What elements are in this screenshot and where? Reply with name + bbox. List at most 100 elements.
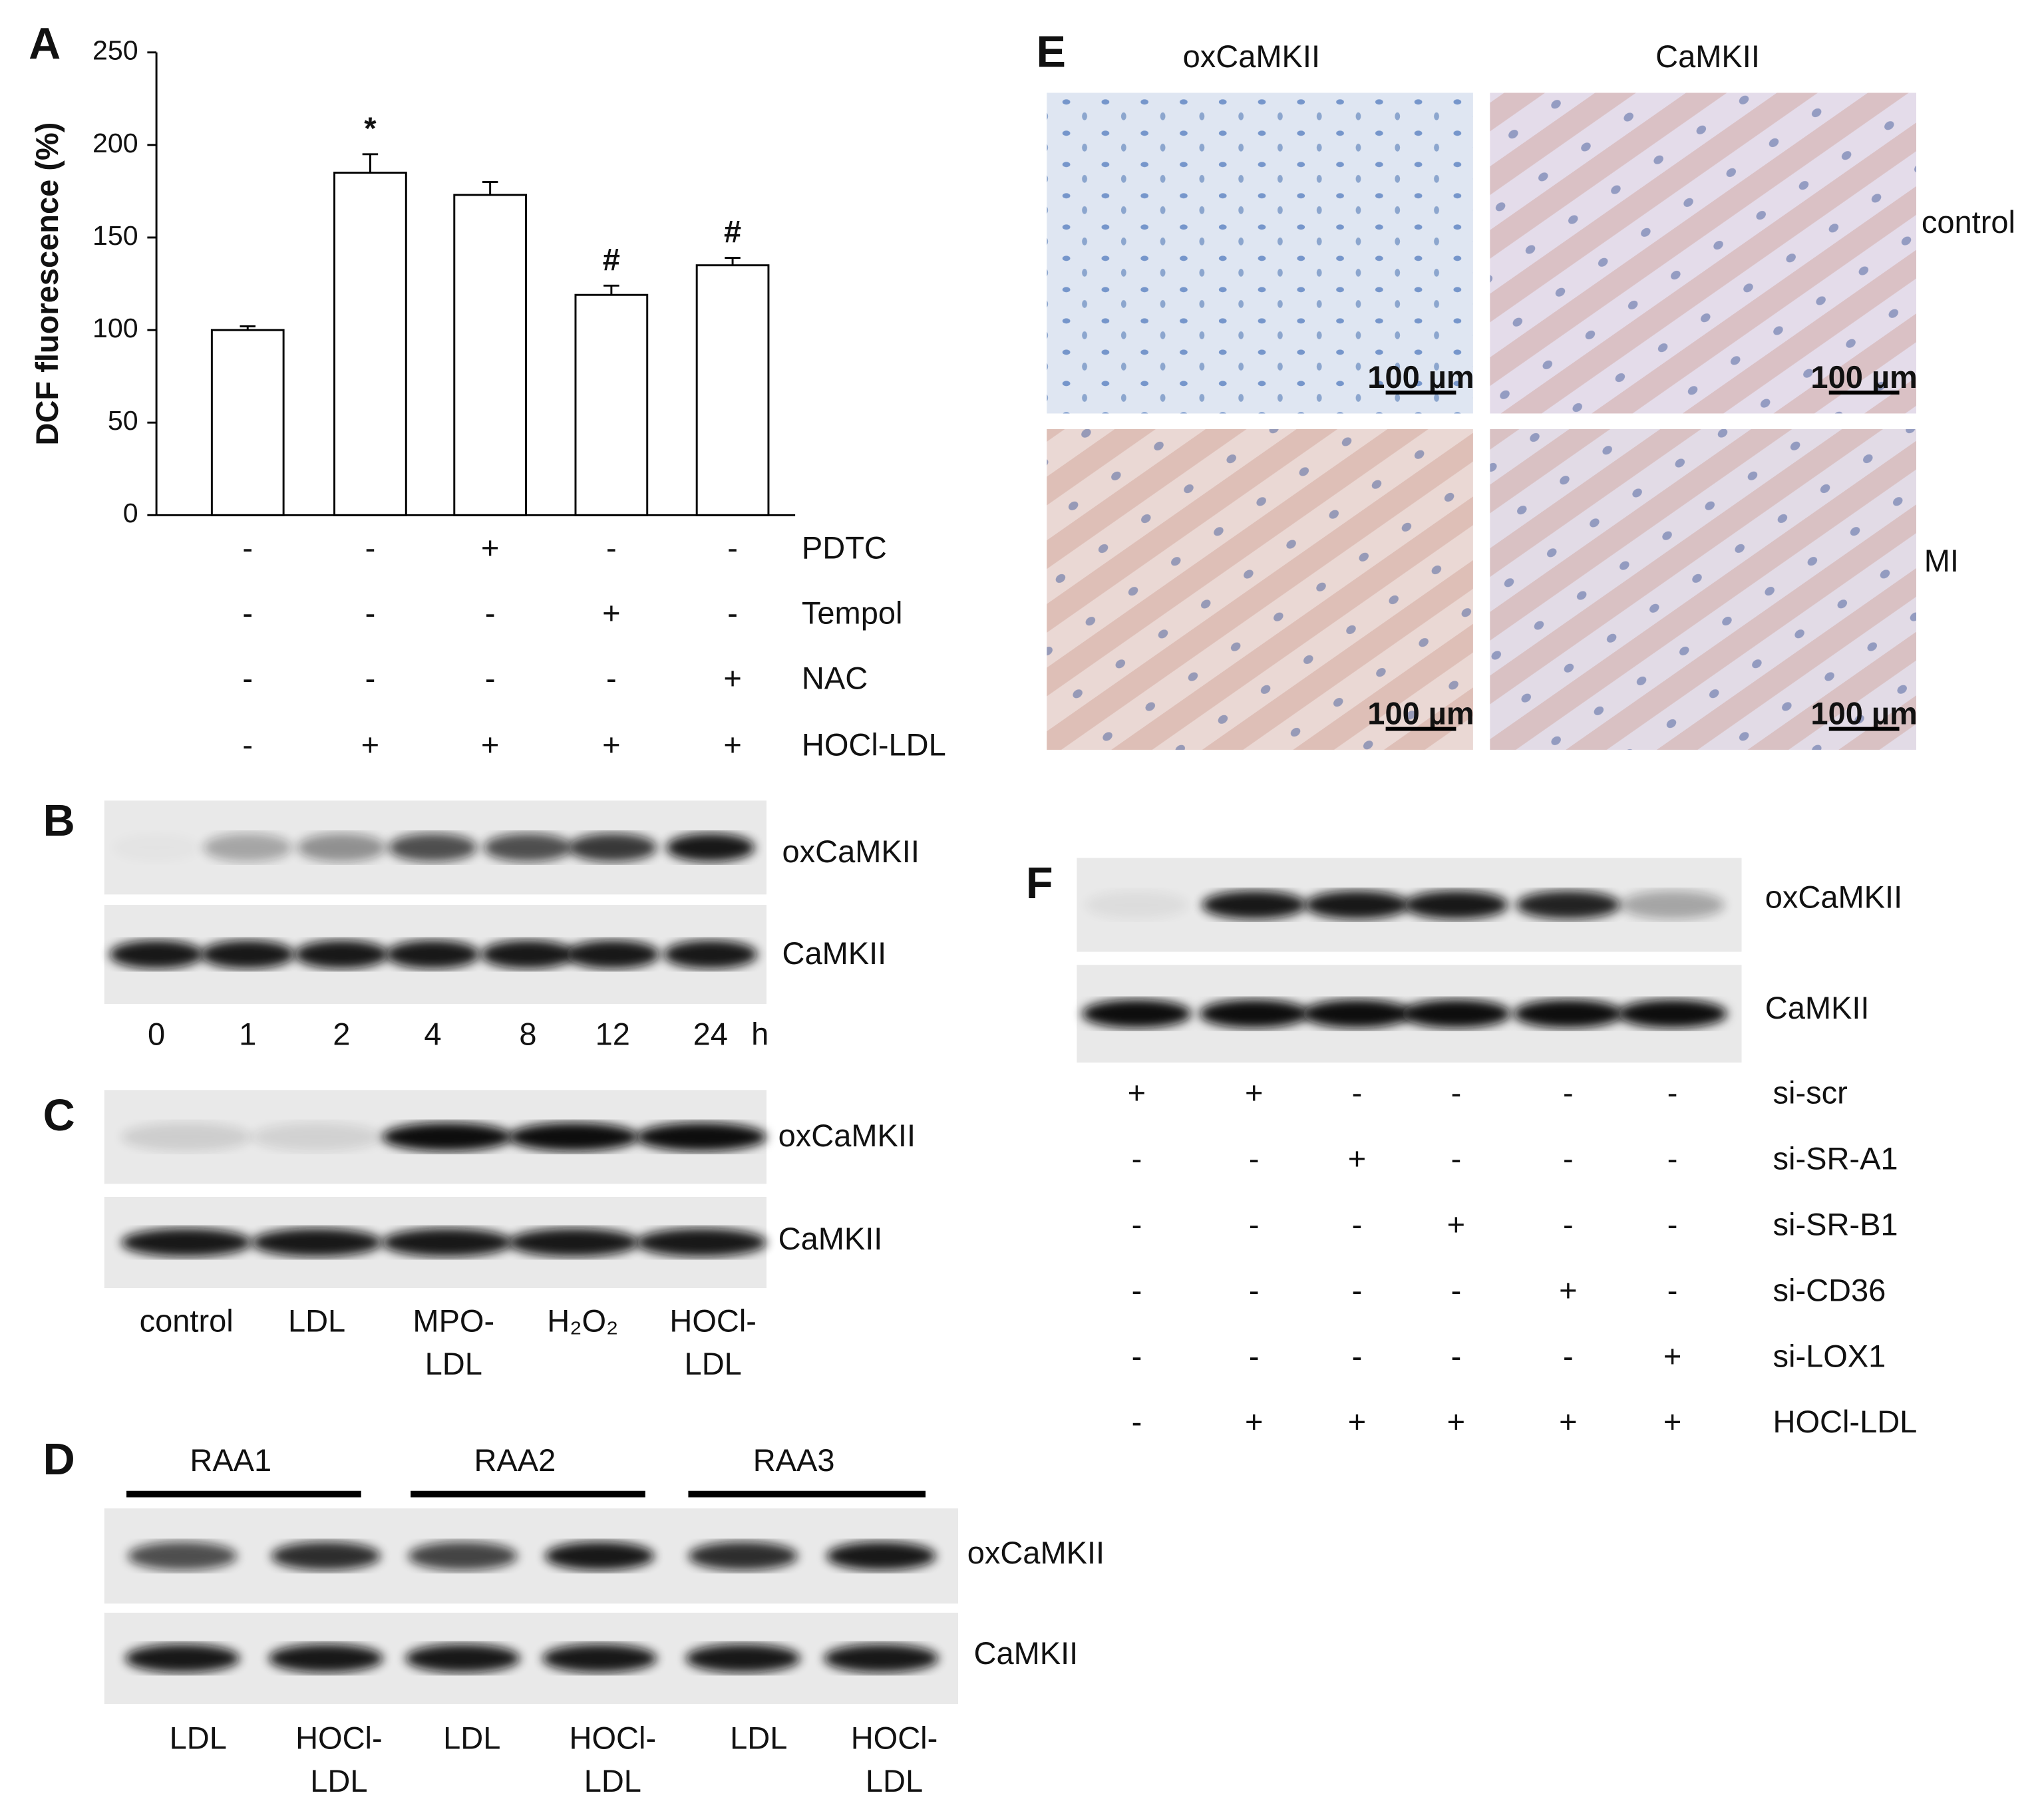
scale-bar-label: 100 µm [1810, 695, 1917, 731]
treatment-sign: - [1563, 1075, 1574, 1110]
lane-label: LDL [685, 1346, 742, 1381]
panel-label: A [29, 20, 61, 69]
micrograph-texture [1490, 428, 1916, 750]
y-tick-label: 200 [92, 128, 138, 158]
scale-bar-label: 100 µm [1810, 359, 1917, 395]
treatment-sign: - [485, 595, 496, 631]
blot-band [1085, 890, 1189, 919]
blot-band [636, 1228, 766, 1257]
treatment-sign: + [481, 727, 499, 762]
blot-band [688, 1542, 798, 1571]
treatment-sign: - [1352, 1206, 1363, 1241]
treatment-sign: - [727, 595, 738, 631]
y-tick-label: 50 [108, 405, 138, 436]
lane-label: HOCl- [295, 1720, 383, 1755]
treatment-sign: + [361, 727, 379, 762]
blot-band [1618, 999, 1727, 1029]
blot-band [666, 833, 755, 862]
treatment-sign: + [1447, 1404, 1465, 1439]
group-label: RAA1 [190, 1442, 271, 1478]
treatment-sign: - [1352, 1075, 1363, 1110]
micrograph-texture [1047, 92, 1473, 414]
lane-label: LDL [443, 1720, 500, 1755]
lane-label: 8 [519, 1016, 536, 1051]
treatment-name: HOCl-LDL [1773, 1404, 1917, 1439]
lane-label: LDL [425, 1346, 482, 1381]
treatment-sign: - [1132, 1272, 1142, 1307]
y-tick-label: 0 [123, 498, 138, 528]
lane-label: H₂O₂ [547, 1303, 618, 1338]
treatment-sign: + [1663, 1338, 1681, 1373]
blot-band [382, 1122, 512, 1152]
blot-band [542, 1643, 657, 1673]
panel-label: B [43, 796, 75, 846]
treatment-sign: - [242, 727, 253, 762]
blot-band [508, 1228, 639, 1257]
treatment-sign: + [723, 661, 741, 696]
blot-band [125, 1643, 240, 1673]
annotation: # [724, 214, 741, 249]
blot-band [297, 833, 386, 862]
treatment-sign: + [1245, 1075, 1263, 1110]
blot-band [824, 1643, 939, 1673]
treatment-sign: + [481, 530, 499, 566]
lane-label: MPO- [413, 1303, 494, 1338]
blot-band [1082, 999, 1192, 1029]
blot-band [385, 939, 480, 969]
treatment-sign: - [606, 661, 617, 696]
lane-label: 24 [693, 1016, 728, 1051]
y-tick-label: 100 [92, 313, 138, 343]
treatment-sign: - [1132, 1404, 1142, 1439]
blot-band [405, 1643, 520, 1673]
column-label: CaMKII [1655, 39, 1760, 74]
blot-band [1199, 999, 1309, 1029]
lane-label: HOCl- [851, 1720, 938, 1755]
blot-membrane [104, 1508, 958, 1604]
blot-band [271, 1542, 381, 1571]
micrograph-texture [1490, 92, 1916, 414]
treatment-sign: - [242, 661, 253, 696]
panel-label: C [43, 1091, 75, 1140]
treatment-sign: - [1249, 1272, 1260, 1307]
row-label: CaMKII [1765, 990, 1870, 1025]
blot-band [1516, 890, 1621, 919]
treatment-sign: - [365, 661, 376, 696]
annotation: # [603, 242, 620, 277]
blot-band [685, 1643, 800, 1673]
lane-label: HOCl- [669, 1303, 757, 1338]
blot-band [382, 1228, 512, 1257]
blot-band [663, 939, 758, 969]
blot-band [121, 1122, 252, 1152]
treatment-sign: - [485, 661, 496, 696]
treatment-sign: - [1249, 1140, 1260, 1176]
blot-band [568, 833, 657, 862]
treatment-sign: - [1563, 1338, 1574, 1373]
blot-band [636, 1122, 766, 1152]
treatment-sign: + [1663, 1404, 1681, 1439]
treatment-name: si-scr [1773, 1075, 1847, 1110]
treatment-sign: - [606, 530, 617, 566]
treatment-sign: - [1451, 1140, 1462, 1176]
blot-band [121, 1228, 252, 1257]
blot-band [826, 1542, 936, 1571]
treatment-sign: - [1352, 1338, 1363, 1373]
blot-band [203, 833, 292, 862]
blot-band [544, 1542, 655, 1571]
treatment-sign: + [602, 727, 620, 762]
lane-label: 1 [239, 1016, 256, 1051]
treatment-sign: - [365, 530, 376, 566]
treatment-sign: + [723, 727, 741, 762]
annotation: * [364, 110, 377, 146]
treatment-name: si-CD36 [1773, 1272, 1886, 1307]
group-label: RAA3 [753, 1442, 835, 1478]
lane-label: 4 [424, 1016, 441, 1051]
treatment-sign: + [1348, 1140, 1366, 1176]
blot-band [200, 939, 295, 969]
treatment-sign: + [1245, 1404, 1263, 1439]
treatment-name: si-LOX1 [1773, 1338, 1886, 1373]
row-label: control [1922, 204, 2015, 240]
treatment-sign: - [365, 595, 376, 631]
bar [453, 194, 527, 516]
lane-label: LDL [866, 1763, 923, 1798]
